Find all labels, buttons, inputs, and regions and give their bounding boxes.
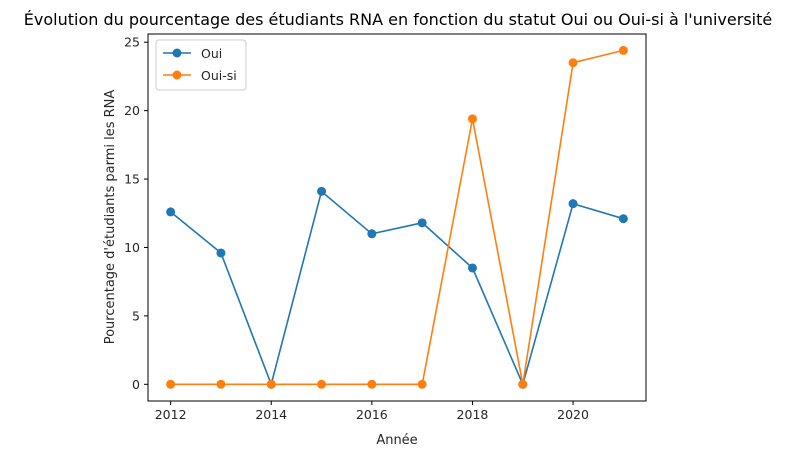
data-point-oui <box>166 207 176 217</box>
data-point-oui-si <box>467 114 477 124</box>
data-point-oui-si <box>317 379 327 389</box>
y-tick-label: 10 <box>124 240 140 255</box>
data-point-oui <box>618 214 628 224</box>
x-axis: 2012 2014 2016 2018 2020 <box>155 401 589 422</box>
y-tick-label: 20 <box>124 103 140 118</box>
x-tick-label: 2018 <box>457 407 489 422</box>
y-tick-label: 25 <box>124 35 140 50</box>
x-tick-label: 2012 <box>155 407 187 422</box>
chart-title: Évolution du pourcentage des étudiants R… <box>24 10 772 29</box>
y-tick-label: 0 <box>132 377 140 392</box>
data-point-oui-si <box>518 379 528 389</box>
series-line-oui-si <box>170 49 624 386</box>
data-point-oui <box>467 263 477 273</box>
legend-label-oui: Oui <box>201 46 222 61</box>
data-point-oui-si <box>166 379 176 389</box>
legend-label-oui-si: Oui-si <box>201 68 237 83</box>
y-axis-label: Pourcentage d'étudiants parmi les RNA <box>103 90 118 345</box>
plot-series <box>166 45 628 389</box>
data-point-oui <box>317 186 327 196</box>
y-tick-label: 15 <box>124 172 140 187</box>
data-point-oui <box>367 229 377 239</box>
x-tick-label: 2014 <box>255 407 287 422</box>
data-point-oui-si <box>266 379 276 389</box>
series-line-oui <box>170 189 624 387</box>
y-tick-label: 5 <box>132 308 140 323</box>
x-tick-label: 2016 <box>356 407 388 422</box>
plot-frame <box>147 33 647 402</box>
data-point-oui-si <box>618 45 628 55</box>
legend-marker-oui-si <box>172 70 182 80</box>
legend: Oui Oui-si <box>155 39 247 91</box>
data-point-oui-si <box>568 58 578 68</box>
x-axis-label: Année <box>376 433 417 448</box>
data-point-oui <box>417 218 427 228</box>
x-tick-label: 2020 <box>557 407 589 422</box>
data-point-oui-si <box>216 379 226 389</box>
y-axis: 0 5 10 15 20 25 <box>124 35 148 392</box>
data-point-oui <box>568 199 578 209</box>
data-point-oui-si <box>417 379 427 389</box>
data-point-oui-si <box>367 379 377 389</box>
legend-marker-oui <box>172 48 182 58</box>
data-point-oui <box>216 248 226 258</box>
